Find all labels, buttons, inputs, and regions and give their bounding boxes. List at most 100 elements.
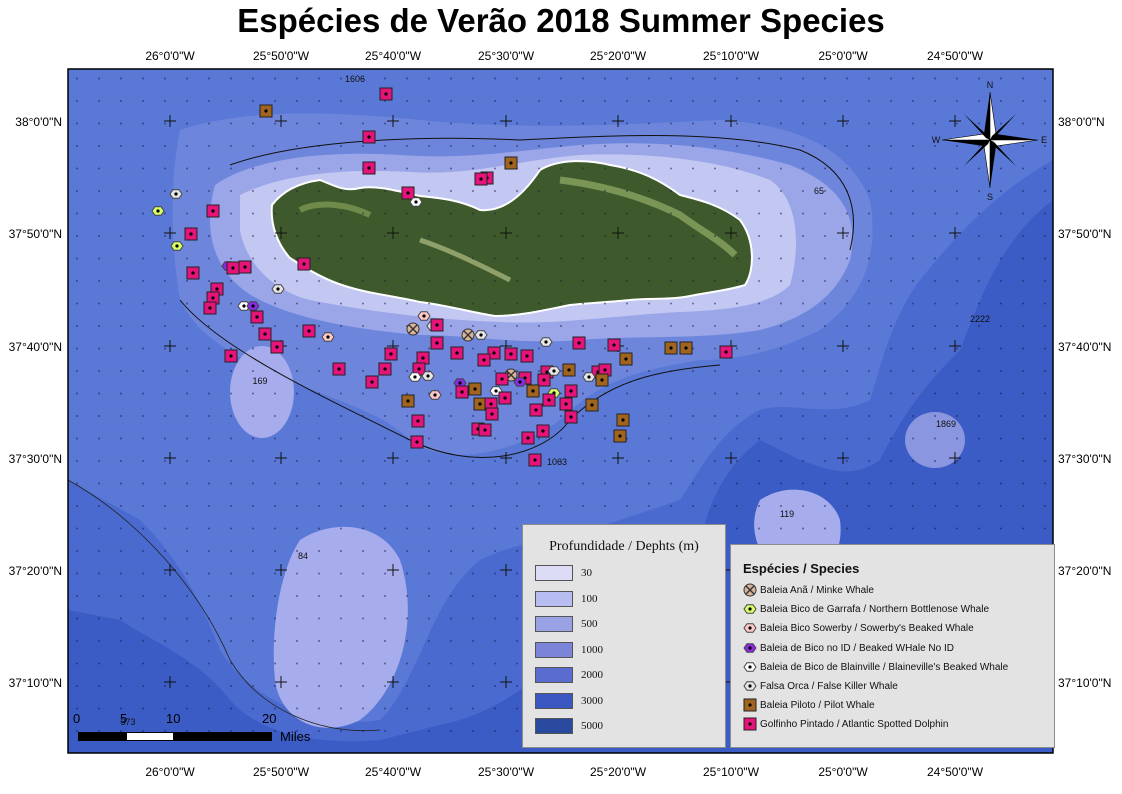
species-legend-item-beaked: Baleia de Bico no ID / Beaked WHale No I… bbox=[743, 641, 1053, 657]
compass-w: W bbox=[932, 135, 941, 145]
depth-swatch bbox=[535, 718, 573, 734]
sowerby-whale-icon bbox=[743, 623, 757, 634]
species-legend-label: Baleia de Bico de Blainville / Blainevil… bbox=[760, 661, 1009, 673]
depth-legend-item: 2000 bbox=[535, 667, 715, 685]
beaked-whale-icon-dot bbox=[458, 381, 462, 385]
depth-swatch bbox=[535, 590, 573, 607]
spotted-dolphin-icon-dot bbox=[435, 341, 439, 345]
spotted-dolphin-icon-dot bbox=[479, 177, 483, 181]
lon-label-bottom: 24°50'0"W bbox=[927, 765, 984, 779]
species-legend: Espécies / Species Baleia Anã / Minke Wh… bbox=[730, 544, 1055, 748]
species-legend-label: Baleia Bico de Garrafa / Northern Bottle… bbox=[760, 604, 990, 616]
beaked-whale-icon-dot bbox=[748, 645, 752, 650]
depth-legend: Profundidade / Dephts (m) 30 100 500 1000 20… bbox=[522, 524, 726, 748]
bottlenose-whale-icon-dot bbox=[156, 209, 160, 213]
spotted-dolphin-icon-dot bbox=[307, 329, 311, 333]
pilot-whale-icon-dot bbox=[621, 418, 625, 422]
depth-legend-label: 100 bbox=[581, 592, 598, 605]
species-legend-item-blainville: Baleia de Bico de Blainville / Blainevil… bbox=[743, 660, 1053, 676]
minke-whale-icon-cross bbox=[463, 330, 473, 340]
pilot-whale-icon-dot bbox=[473, 387, 477, 391]
species-legend-item-bottlenose: Baleia Bico de Garrafa / Northern Bottle… bbox=[743, 602, 1053, 618]
lon-label-bottom: 26°0'0"W bbox=[145, 765, 195, 779]
spotted-dolphin-icon-dot bbox=[229, 354, 233, 358]
lat-label-left: 37°50'0"N bbox=[9, 227, 62, 241]
spotted-dolphin-icon-dot bbox=[211, 296, 215, 300]
spotted-dolphin-icon-dot bbox=[231, 266, 235, 270]
map-frame bbox=[67, 68, 1054, 754]
pilot-whale-icon-dot bbox=[567, 368, 571, 372]
map-title: Espécies de Verão 2018 Summer Species bbox=[237, 2, 885, 39]
minke-whale-icon bbox=[743, 583, 757, 597]
spotted-dolphin-icon-dot bbox=[406, 191, 410, 195]
species-legend-item-pilot: Baleia Piloto / Pilot Whale bbox=[743, 698, 1053, 714]
false-killer-whale-icon-dot bbox=[426, 374, 430, 378]
depth-legend-label: 1000 bbox=[581, 643, 603, 656]
spotted-dolphin-icon-dot bbox=[492, 351, 496, 355]
pilot-whale-icon-dot bbox=[264, 109, 268, 113]
bottlenose-whale-icon bbox=[743, 604, 757, 614]
scale-ten: 10 bbox=[166, 711, 181, 726]
lon-label-bottom: 25°20'0"W bbox=[590, 765, 647, 779]
spotted-dolphin-icon-dot bbox=[421, 356, 425, 360]
blainville-whale-icon-dot bbox=[748, 665, 752, 669]
spotted-dolphin-icon-dot bbox=[191, 271, 195, 275]
depth-value-label: 65 bbox=[814, 186, 824, 196]
depth-swatch bbox=[535, 565, 573, 581]
lon-label-bottom: 25°50'0"W bbox=[253, 765, 310, 779]
spotted-dolphin-icon-dot bbox=[482, 358, 486, 362]
sowerby-whale-icon-dot bbox=[433, 393, 437, 397]
pilot-whale-icon-dot bbox=[478, 402, 482, 406]
species-legend-label: Baleia de Bico no ID / Beaked WHale No I… bbox=[760, 642, 954, 654]
minke-whale-icon-cross bbox=[745, 585, 755, 595]
scale-five: 5 bbox=[120, 711, 128, 726]
spotted-dolphin-icon-dot bbox=[509, 352, 513, 356]
scale-seg-2 bbox=[126, 732, 174, 741]
spotted-dolphin-icon-dot bbox=[337, 367, 341, 371]
depth-legend-label: 3000 bbox=[581, 694, 603, 707]
minke-whale-icon-cross bbox=[408, 324, 418, 334]
depth-value-label: 1869 bbox=[936, 419, 956, 429]
spotted-dolphin-icon-dot bbox=[383, 367, 387, 371]
lat-label-left: 37°10'0"N bbox=[9, 676, 62, 690]
pilot-whale-icon-dot bbox=[748, 703, 752, 707]
lat-label-right: 38°0'0"N bbox=[1058, 115, 1105, 129]
pilot-whale-icon-dot bbox=[618, 434, 622, 438]
lat-label-left: 37°30'0"N bbox=[9, 452, 62, 466]
lat-label-left: 37°40'0"N bbox=[9, 340, 62, 354]
false-killer-whale-icon-dot bbox=[748, 684, 752, 688]
spotted-dolphin-icon-dot bbox=[489, 402, 493, 406]
spotted-dolphin-icon-dot bbox=[367, 166, 371, 170]
lat-label-right: 37°30'0"N bbox=[1058, 452, 1111, 466]
spotted-dolphin-icon-dot bbox=[534, 408, 538, 412]
lon-label-top: 25°10'0"W bbox=[703, 49, 760, 63]
false-killer-whale-icon-dot bbox=[174, 192, 178, 196]
spotted-dolphin-icon-dot bbox=[255, 315, 259, 319]
blainville-whale-icon-dot bbox=[494, 389, 498, 393]
beaked-whale-icon bbox=[743, 642, 757, 653]
spotted-dolphin-icon-dot bbox=[503, 396, 507, 400]
spotted-dolphin-icon-dot bbox=[577, 341, 581, 345]
blainville-whale-icon-dot bbox=[414, 200, 418, 204]
compass-s: S bbox=[987, 192, 993, 202]
sowerby-whale-icon-dot bbox=[748, 626, 752, 630]
lon-label-bottom: 25°30'0"W bbox=[478, 765, 535, 779]
spotted-dolphin-icon-dot bbox=[490, 412, 494, 416]
pilot-whale-icon bbox=[743, 698, 757, 712]
spotted-dolphin-icon-dot bbox=[533, 458, 537, 462]
depth-legend-item: 30 bbox=[535, 565, 715, 583]
spotted-dolphin-icon-dot bbox=[384, 92, 388, 96]
lon-label-top: 25°50'0"W bbox=[253, 49, 310, 63]
spotted-dolphin-icon-dot bbox=[500, 377, 504, 381]
lon-label-bottom: 25°40'0"W bbox=[365, 765, 422, 779]
spotted-dolphin-icon-dot bbox=[724, 350, 728, 354]
pilot-whale-icon-dot bbox=[624, 357, 628, 361]
false-killer-whale-icon-dot bbox=[479, 333, 483, 337]
spotted-dolphin-icon-dot bbox=[370, 380, 374, 384]
species-legend-label: Baleia Piloto / Pilot Whale bbox=[760, 700, 875, 712]
spotted-dolphin-icon-dot bbox=[189, 232, 193, 236]
lon-label-top: 24°50'0"W bbox=[927, 49, 984, 63]
species-legend-item-sowerby: Baleia Bico Sowerby / Sowerby's Beaked W… bbox=[743, 621, 1053, 637]
species-legend-label: Falsa Orca / False Killer Whale bbox=[760, 681, 898, 692]
depth-legend-item: 500 bbox=[535, 616, 715, 634]
